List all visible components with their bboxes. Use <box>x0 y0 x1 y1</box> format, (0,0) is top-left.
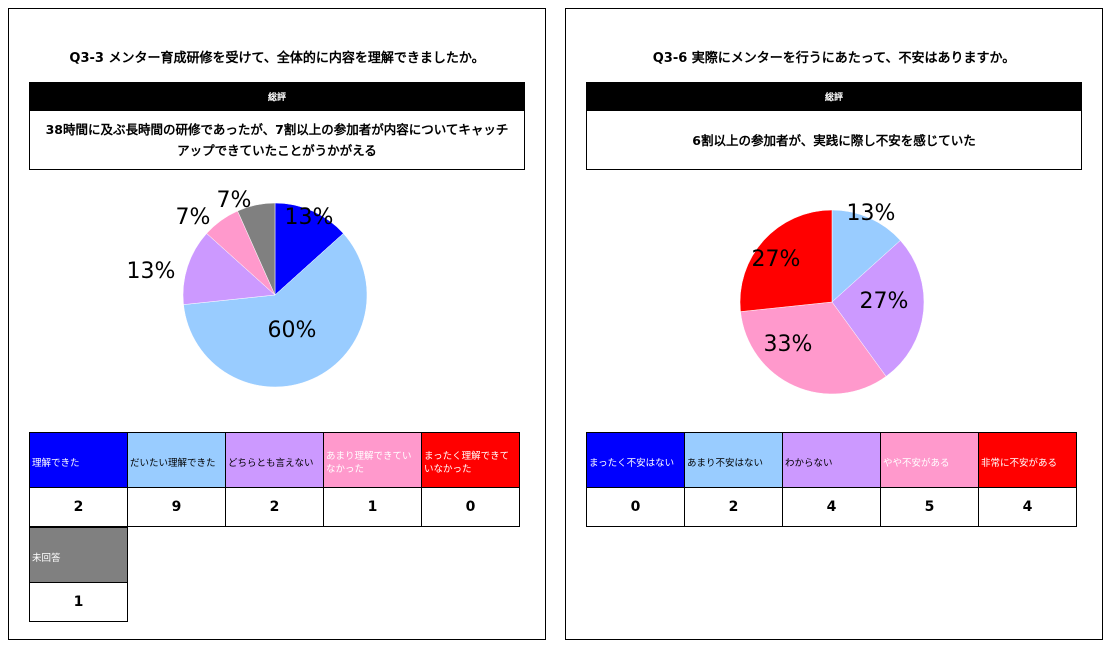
count-value: 0 <box>421 487 520 527</box>
count-value: 2 <box>225 487 324 527</box>
pie-slice-1 <box>183 233 368 388</box>
category-label: やや不安がある <box>880 432 979 488</box>
pie-data-label: 7% <box>176 205 211 230</box>
question-title: Q3-6 実際にメンターを行うにあたって、不安はありますか。 <box>652 51 1016 66</box>
pie-chart-q3-3: 13% 60% 13% 7%7% <box>127 188 368 388</box>
survey-panel-q3-3: Q3-3 メンター育成研修を受けて、全体的に内容を理解できましたか。 総評 38… <box>8 8 546 640</box>
summary-text: 38時間に及ぶ長時間の研修であったが、7割以上の参加者が内容についてキャッチアッ… <box>29 110 525 170</box>
pie-slice-2 <box>831 240 925 377</box>
summary-text: 6割以上の参加者が、実践に際し不安を感じていた <box>586 110 1082 170</box>
category-label: だいたい理解できた <box>127 432 226 488</box>
count-value: 2 <box>29 487 128 527</box>
pie-data-label: 7% <box>217 188 252 213</box>
count-value: 1 <box>323 487 422 527</box>
pie-data-label: 13% <box>127 259 176 284</box>
pie-data-label: 27% <box>752 247 801 272</box>
pie-data-label: 60% <box>268 318 317 343</box>
count-value: 1 <box>29 582 128 622</box>
category-label: あまり不安はない <box>684 432 783 488</box>
category-label: 非常に不安がある <box>978 432 1077 488</box>
pie-slice-1 <box>831 209 901 303</box>
category-label: あまり理解できていなかった <box>323 432 422 488</box>
response-table: 理解できた だいたい理解できた どちらとも言えない あまり理解できていなかった … <box>29 432 520 622</box>
count-value: 0 <box>586 487 685 527</box>
count-value: 4 <box>782 487 881 527</box>
summary-header: 総評 <box>586 82 1082 110</box>
count-value: 4 <box>978 487 1077 527</box>
summary-header: 総評 <box>29 82 525 110</box>
pie-data-label: 33% <box>764 332 813 357</box>
count-value: 2 <box>684 487 783 527</box>
category-label: まったく理解できていなかった <box>421 432 520 488</box>
category-label: わからない <box>782 432 881 488</box>
response-table: まったく不安はない あまり不安はない わからない やや不安がある 非常に不安があ… <box>586 432 1077 527</box>
pie-data-label: 27% <box>860 289 909 314</box>
category-label: 未回答 <box>29 527 128 583</box>
pie-slice-0 <box>274 202 344 296</box>
category-label: 理解できた <box>29 432 128 488</box>
category-label: まったく不安はない <box>586 432 685 488</box>
pie-data-label: 13% <box>285 205 334 230</box>
count-value: 5 <box>880 487 979 527</box>
pie-data-label: 13% <box>847 201 896 226</box>
pie-chart-q3-6: 13% 27% 33% 27% <box>739 201 925 395</box>
count-value: 9 <box>127 487 226 527</box>
pie-slice-4 <box>739 209 833 312</box>
pie-slice-3 <box>740 301 887 395</box>
pie-slice-2 <box>182 233 276 305</box>
category-label: どちらとも言えない <box>225 432 324 488</box>
survey-panel-q3-6: Q3-6 実際にメンターを行うにあたって、不安はありますか。 総評 6割以上の参… <box>565 8 1103 640</box>
pie-slice-5 <box>237 202 276 296</box>
question-title: Q3-3 メンター育成研修を受けて、全体的に内容を理解できましたか。 <box>69 51 485 66</box>
